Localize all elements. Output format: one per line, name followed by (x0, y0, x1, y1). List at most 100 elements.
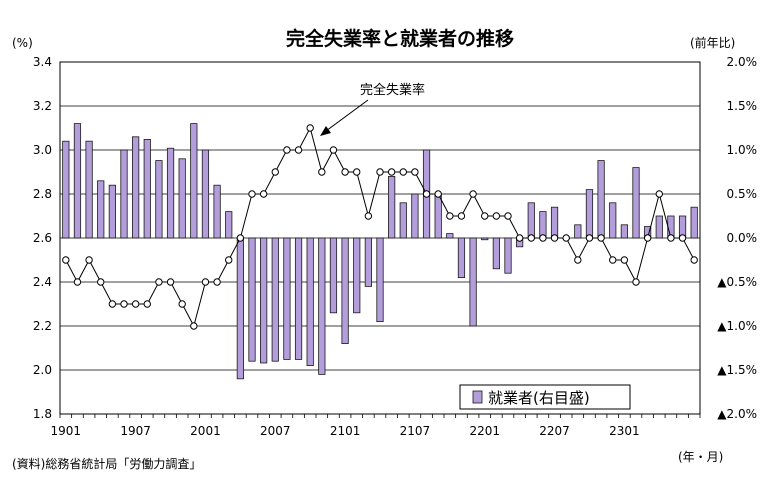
bar (655, 215, 663, 239)
x-tick-label: 1901 (51, 424, 82, 438)
bar (236, 237, 244, 380)
right-tick-label: ▲0.5% (717, 275, 757, 289)
bar (225, 211, 233, 239)
line-point (108, 300, 117, 308)
line-point (690, 256, 698, 264)
line-point (667, 234, 675, 242)
right-tick-label: 1.0% (727, 143, 758, 157)
bar (376, 237, 384, 322)
line-point (248, 190, 256, 198)
line-point (236, 234, 245, 242)
line-point (655, 190, 663, 198)
bar (306, 237, 314, 366)
line-point (609, 256, 617, 264)
bar (364, 237, 372, 287)
annotation-arrowhead (320, 126, 331, 136)
left-tick-label: 2.2 (33, 319, 52, 333)
bar (329, 237, 338, 314)
bar (190, 123, 198, 239)
line-point (318, 168, 326, 176)
line-point (411, 168, 419, 176)
line-point (120, 300, 128, 308)
bar (62, 140, 70, 239)
right-tick-label: 2.0% (727, 55, 758, 69)
line-point (422, 190, 431, 198)
x-tick-label: 1907 (120, 424, 151, 438)
line-point (492, 212, 501, 220)
line-point (306, 124, 314, 132)
employment-bars (62, 123, 698, 380)
line-point (155, 278, 163, 286)
right-tick-label: ▲1.5% (717, 363, 757, 377)
bar (294, 237, 303, 360)
bar (457, 237, 466, 278)
bar (411, 193, 419, 239)
line-point (271, 168, 279, 176)
line-point (539, 234, 547, 242)
line-point (620, 256, 629, 264)
line-point (190, 322, 198, 330)
line-point (201, 278, 210, 286)
line-point (73, 278, 82, 286)
line-point (259, 190, 268, 198)
bar (550, 206, 559, 239)
line-point (481, 212, 489, 220)
x-tick-label: 2207 (539, 424, 570, 438)
left-tick-label: 3.4 (33, 55, 52, 69)
bar (178, 158, 186, 239)
x-axis-unit: (年・月) (678, 450, 723, 464)
line-point (131, 300, 140, 308)
bar (318, 237, 326, 375)
bar (492, 237, 500, 270)
line-point (62, 256, 70, 264)
line-point (97, 278, 105, 286)
line-point (353, 168, 361, 176)
line-point (166, 278, 175, 286)
line-point (562, 234, 570, 242)
bar (388, 175, 396, 239)
left-tick-label: 2.4 (33, 275, 52, 289)
right-axis-unit: (前年比) (690, 35, 735, 50)
bar (632, 167, 640, 239)
right-tick-label: 0.5% (727, 187, 758, 201)
bar (527, 202, 535, 239)
bar (260, 237, 268, 364)
right-axis-ticks: ▲2.0% ▲1.5% ▲1.0% ▲0.5% 0.0% 0.5% 1.0% 1.5% 2.0% (717, 55, 757, 421)
bar (132, 136, 140, 239)
bar (283, 237, 291, 360)
bar (539, 211, 547, 239)
left-tick-label: 1.8 (33, 407, 52, 421)
left-tick-label: 2.0 (33, 363, 52, 377)
x-tick-label: 2107 (400, 424, 431, 438)
left-tick-label: 3.2 (33, 99, 52, 113)
legend-label: 就業者(右目盛) (488, 389, 590, 407)
bar (143, 139, 151, 239)
line-point (143, 300, 151, 308)
line-point (213, 278, 221, 286)
x-tick-label: 2007 (260, 424, 291, 438)
left-tick-label: 2.6 (33, 231, 52, 245)
line-point (178, 300, 186, 308)
line-point (341, 168, 349, 176)
line-point (678, 234, 687, 242)
line-point (550, 234, 559, 242)
bar (446, 233, 454, 239)
bar (155, 160, 163, 239)
line-point (574, 256, 582, 264)
line-point (446, 212, 454, 220)
line-point (527, 234, 535, 242)
bar (353, 237, 361, 314)
bar (213, 184, 221, 239)
bar (434, 193, 442, 239)
line-point (643, 234, 652, 242)
line-point (457, 212, 466, 220)
right-tick-label: 0.0% (727, 231, 758, 245)
bar (609, 202, 617, 239)
line-point (329, 146, 338, 154)
bar (108, 184, 116, 239)
bar (399, 202, 407, 239)
bar (481, 237, 489, 241)
line-point (504, 212, 512, 220)
line-point (364, 212, 373, 220)
